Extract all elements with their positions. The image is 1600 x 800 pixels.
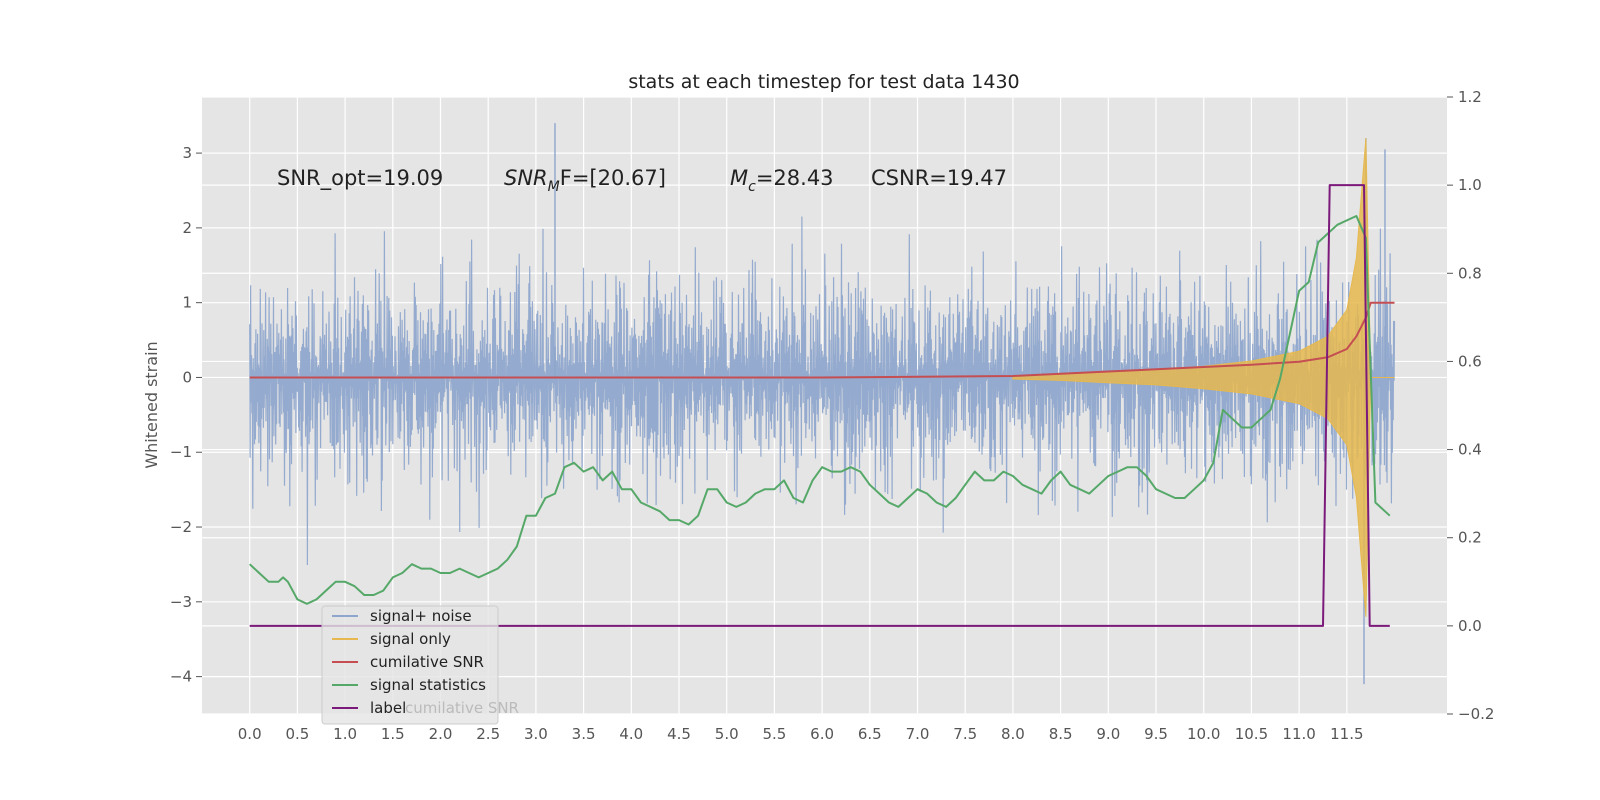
y2-tick-label: 0.4 [1458, 441, 1482, 459]
legend-label: label [370, 699, 406, 717]
chart-title: stats at each timestep for test data 143… [628, 71, 1019, 93]
x-tick-label: 6.5 [858, 725, 882, 743]
y-axis-label: Whitened strain [142, 341, 161, 468]
series-line-3 [249, 215, 1391, 605]
y-tick-label: −1 [170, 443, 192, 461]
x-tick-label: 2.5 [476, 725, 500, 743]
series-lines [249, 184, 1395, 627]
legend-items: signal+ noise signal only cumilative SNR si… [332, 607, 486, 717]
y2-tick-label: 0.6 [1458, 352, 1482, 370]
legend-label: cumilative SNR [370, 653, 484, 671]
signal-only-envelope [1012, 138, 1395, 617]
x-tick-label: 4.5 [667, 725, 691, 743]
x-tick-label: 1.0 [333, 725, 357, 743]
series-signal-only [1012, 138, 1395, 617]
y-tick-label: 1 [182, 294, 192, 312]
y2-tick-label: 0.0 [1458, 617, 1482, 635]
x-tick-label: 7.5 [953, 725, 977, 743]
y-tick-label: −2 [170, 518, 192, 536]
y2-tick-label: 0.2 [1458, 529, 1482, 547]
x-tick-label: 0.0 [238, 725, 262, 743]
annotation-mc-rest: =28.43 [756, 166, 834, 190]
y2-tick-label: 1.0 [1458, 176, 1482, 194]
annotation-snr-mf-rest: F=[20.67] [560, 166, 666, 190]
x-tick-label: 3.5 [572, 725, 596, 743]
x-tick-label: 6.0 [810, 725, 834, 743]
x-tick-label: 5.5 [762, 725, 786, 743]
x-tick-label: 0.5 [285, 725, 309, 743]
x-tick-label: 11.5 [1330, 725, 1363, 743]
x-tick-label: 5.0 [715, 725, 739, 743]
x-tick-label: 8.5 [1049, 725, 1073, 743]
annotation-mc-main: M [730, 166, 748, 190]
x-tick-label: 11.0 [1282, 725, 1315, 743]
annotation-mc: Mc=28.43 [730, 166, 834, 195]
x-axis-ticks: 0.0 0.5 1.0 1.5 2.0 2.5 3.0 3.5 4.0 4.5 5.0 5.5 6.0 6… [238, 725, 1364, 743]
x-tick-label: 10.5 [1235, 725, 1268, 743]
legend-label: signal+ noise [370, 607, 472, 625]
y2-tick-label: −0.2 [1458, 705, 1494, 723]
x-tick-label: 9.0 [1096, 725, 1120, 743]
legend-label: signal only [370, 630, 451, 648]
annotation-snr-opt: SNR_opt=19.09 [277, 166, 443, 191]
x-tick-label: 9.5 [1144, 725, 1168, 743]
y2-tick-label: 0.8 [1458, 264, 1482, 282]
y-tick-label: 2 [182, 219, 192, 237]
y-tick-label: −3 [170, 593, 192, 611]
series-line-4 [249, 184, 1390, 627]
legend: cumilative SNR signal+ noise signal only c… [321, 605, 519, 725]
x-tick-label: 10.0 [1187, 725, 1220, 743]
annotation-csnr: CSNR=19.47 [871, 166, 1007, 190]
annotation-snr-mf-sub: M [548, 179, 560, 195]
annotation-snr-mf: SNRMF=[20.67] [504, 166, 666, 195]
x-tick-label: 2.0 [429, 725, 453, 743]
y-tick-label: 0 [182, 368, 192, 386]
y2-axis-ticks: −0.2 0.0 0.2 0.4 0.6 0.8 1.0 1.2 [1447, 88, 1494, 723]
x-tick-label: 8.0 [1001, 725, 1025, 743]
y-axis-ticks: −4 −3 −2 −1 0 1 2 3 [170, 144, 202, 686]
legend-box [321, 605, 499, 725]
legend-label: signal statistics [370, 676, 486, 694]
x-tick-label: 7.0 [906, 725, 930, 743]
y-tick-label: −4 [170, 668, 192, 686]
x-tick-label: 3.0 [524, 725, 548, 743]
y2-tick-label: 1.2 [1458, 88, 1482, 106]
legend-ghost-text: cumilative SNR [405, 699, 519, 717]
x-tick-label: 1.5 [381, 725, 405, 743]
annotation-snr-mf-main: SNR [504, 166, 548, 190]
y-tick-label: 3 [182, 144, 192, 162]
annotation-mc-sub: c [748, 179, 756, 195]
x-tick-label: 4.0 [619, 725, 643, 743]
